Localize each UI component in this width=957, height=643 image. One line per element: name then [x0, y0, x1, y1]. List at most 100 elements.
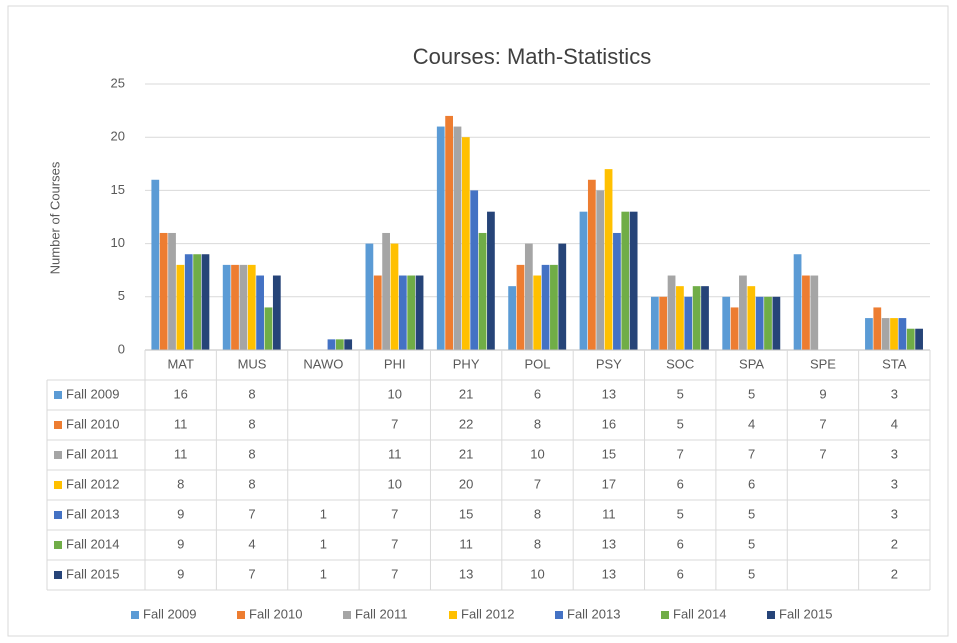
table-cell: 13	[459, 566, 473, 581]
bar	[739, 275, 747, 350]
bar	[264, 307, 273, 350]
bar	[659, 296, 668, 350]
table-cell: 9	[177, 506, 184, 521]
legend-label: Fall 2015	[779, 606, 832, 621]
bar	[579, 211, 588, 350]
x-tick-label: PSY	[596, 356, 622, 371]
bar	[461, 137, 470, 350]
table-cell: 6	[677, 536, 684, 551]
x-tick-label: SPE	[810, 356, 836, 371]
legend-label: Fall 2009	[143, 606, 196, 621]
table-cell: 15	[459, 506, 473, 521]
legend-label: Fall 2012	[461, 606, 514, 621]
table-cell: 11	[174, 446, 188, 461]
table-cell: 11	[459, 536, 473, 551]
bar	[587, 179, 596, 350]
bar	[722, 296, 731, 350]
table-cell: 6	[677, 566, 684, 581]
bar	[915, 328, 923, 350]
y-tick-label: 0	[118, 341, 125, 356]
table-legend-key	[54, 511, 62, 519]
x-tick-label: SPA	[739, 356, 764, 371]
table-series-label: Fall 2011	[66, 446, 119, 461]
y-tick-label: 15	[111, 182, 125, 197]
table-cell: 8	[534, 416, 541, 431]
table-cell: 7	[391, 416, 398, 431]
table-cell: 9	[177, 536, 184, 551]
table-cell: 20	[459, 476, 473, 491]
table-cell: 10	[388, 386, 402, 401]
table-cell: 16	[602, 416, 616, 431]
bar	[755, 296, 764, 350]
table-cell: 13	[602, 536, 616, 551]
bar	[550, 264, 558, 350]
legend-label: Fall 2013	[567, 606, 620, 621]
table-cell: 16	[173, 386, 187, 401]
chart-title: Courses: Math-Statistics	[413, 44, 651, 69]
table-cell: 9	[819, 386, 826, 401]
table-cell: 8	[248, 446, 255, 461]
table-cell: 10	[530, 446, 544, 461]
table-cell: 5	[748, 386, 755, 401]
x-tick-label: STA	[882, 356, 907, 371]
bar	[621, 211, 630, 350]
bar	[487, 211, 495, 350]
legend-key	[131, 611, 139, 619]
table-cell: 8	[177, 476, 184, 491]
table-cell: 3	[891, 476, 898, 491]
bar	[365, 243, 374, 350]
table-cell: 3	[891, 386, 898, 401]
bar	[764, 296, 772, 350]
bar	[684, 296, 693, 350]
legend-key	[449, 611, 457, 619]
bar	[478, 232, 487, 350]
legend-label: Fall 2010	[249, 606, 302, 621]
y-tick-label: 20	[111, 129, 125, 144]
bar	[865, 318, 873, 350]
x-tick-label: NAWO	[303, 356, 343, 371]
bar	[730, 307, 739, 350]
bar	[906, 328, 915, 350]
table-cell: 17	[602, 476, 616, 491]
bar	[239, 264, 248, 350]
table-cell: 7	[248, 506, 255, 521]
legend-key	[767, 611, 775, 619]
table-cell: 10	[530, 566, 544, 581]
bar	[524, 243, 533, 350]
bar	[256, 275, 264, 350]
table-cell: 8	[248, 416, 255, 431]
table-cell: 4	[891, 416, 898, 431]
table-cell: 1	[320, 566, 327, 581]
bar	[508, 286, 517, 350]
bar	[398, 275, 407, 350]
table-cell: 10	[388, 476, 402, 491]
bar	[231, 264, 239, 350]
table-legend-key	[54, 481, 62, 489]
bar	[667, 275, 676, 350]
table-series-label: Fall 2010	[66, 416, 119, 431]
table-cell: 3	[891, 446, 898, 461]
bar	[247, 264, 256, 350]
table-legend-key	[54, 541, 62, 549]
table-cell: 5	[748, 536, 755, 551]
table-legend-key	[54, 571, 62, 579]
table-series-label: Fall 2009	[66, 386, 119, 401]
table-cell: 8	[248, 386, 255, 401]
table-cell: 7	[677, 446, 684, 461]
y-tick-label: 10	[111, 235, 125, 250]
table-cell: 5	[677, 416, 684, 431]
bar	[629, 211, 638, 350]
legend-key	[555, 611, 563, 619]
legend-label: Fall 2014	[673, 606, 726, 621]
table-series-label: Fall 2012	[66, 476, 119, 491]
bar	[881, 318, 890, 350]
bar	[533, 275, 542, 350]
bar	[873, 307, 882, 350]
y-axis-title: Number of Courses	[47, 161, 62, 274]
bar	[184, 254, 193, 350]
table-cell: 7	[819, 416, 826, 431]
table-cell: 22	[459, 416, 473, 431]
table-cell: 9	[177, 566, 184, 581]
table-cell: 4	[248, 536, 255, 551]
table-cell: 7	[391, 506, 398, 521]
